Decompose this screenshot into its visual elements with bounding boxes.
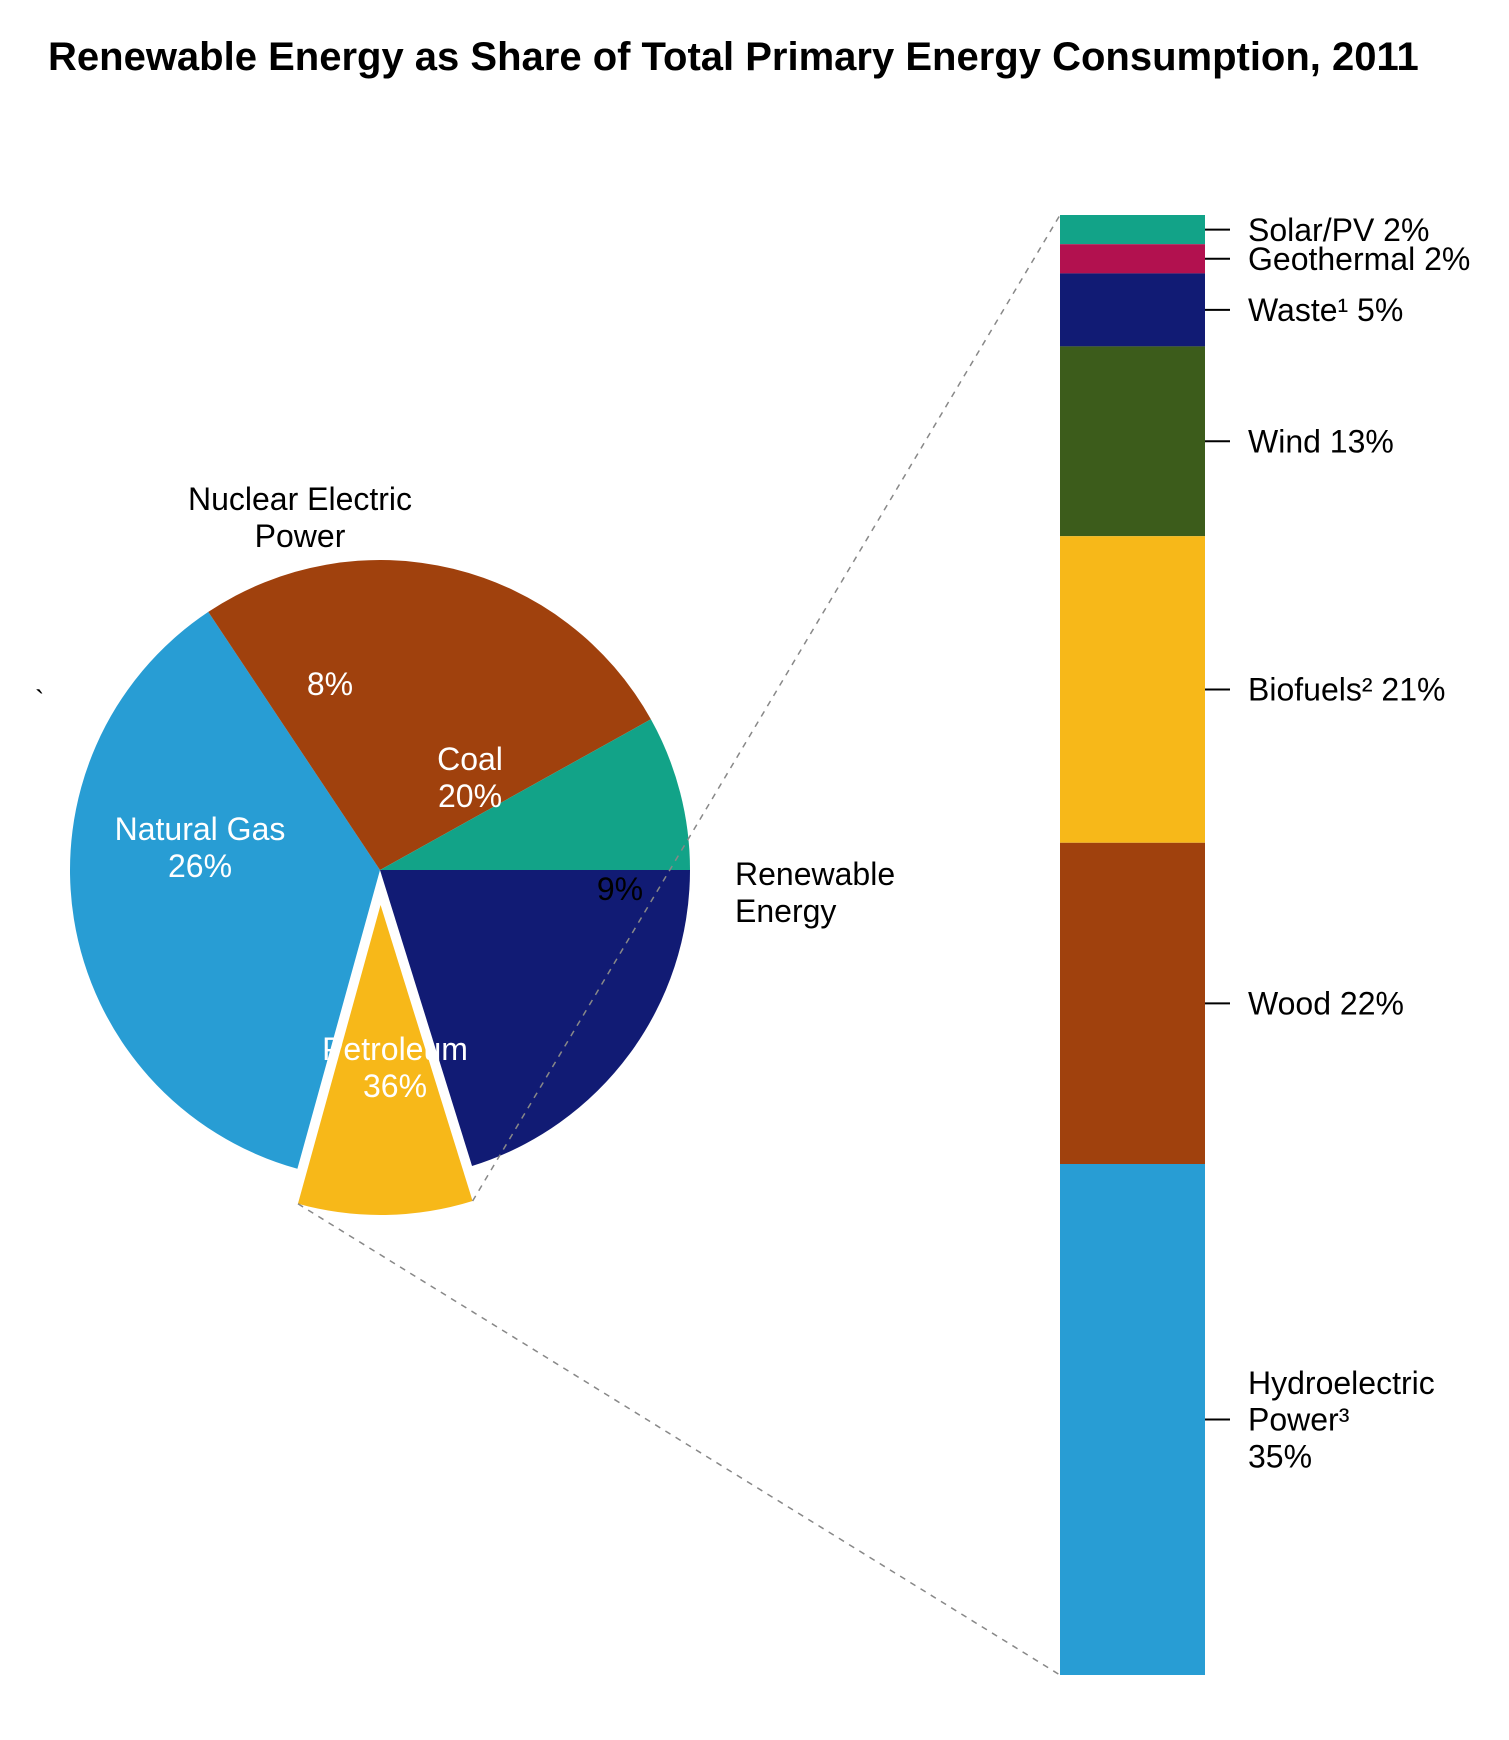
bar-segment-hydroelectric-power bbox=[1060, 1164, 1205, 1675]
stray-backtick: ` bbox=[35, 685, 44, 716]
bar-segment-solar-pv bbox=[1060, 215, 1205, 244]
bar-segment-waste bbox=[1060, 273, 1205, 346]
pie-outside-label-nuclear-electric-power: Nuclear ElectricPower bbox=[188, 481, 412, 554]
pie-label-nuclear-electric-power: 8% bbox=[307, 666, 353, 702]
pie-label-coal: Coal20% bbox=[437, 741, 503, 814]
bar-label-hydroelectric-power: HydroelectricPower³35% bbox=[1248, 1365, 1435, 1475]
bar-segment-wind bbox=[1060, 346, 1205, 536]
pie-outside-label-renewable-energy: RenewableEnergy bbox=[735, 856, 895, 929]
bar-segment-biofuels bbox=[1060, 536, 1205, 843]
connector-bottom bbox=[298, 1204, 1060, 1675]
chart-title: Renewable Energy as Share of Total Prima… bbox=[48, 35, 1419, 79]
pie-label-renewable-energy: 9% bbox=[597, 871, 643, 907]
bar-label-wood: Wood 22% bbox=[1248, 986, 1404, 1022]
bar-label-waste: Waste¹ 5% bbox=[1248, 292, 1403, 328]
bar-label-wind: Wind 13% bbox=[1248, 424, 1394, 460]
bar-label-biofuels: Biofuels² 21% bbox=[1248, 672, 1445, 708]
bar-segment-wood bbox=[1060, 843, 1205, 1164]
bar-label-geothermal: Geothermal 2% bbox=[1248, 241, 1470, 277]
bar-segment-geothermal bbox=[1060, 244, 1205, 273]
